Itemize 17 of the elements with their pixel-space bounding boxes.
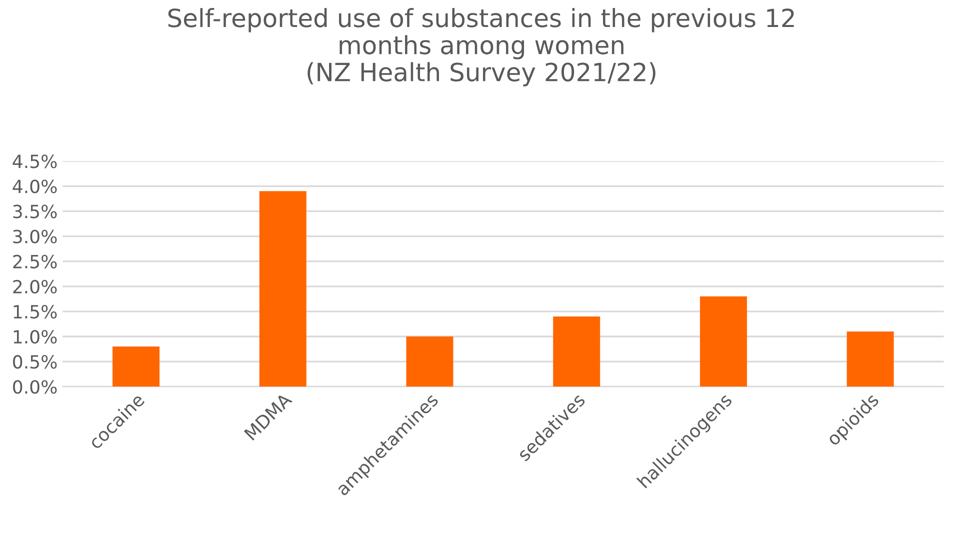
y-tick-label: 2.0%: [13, 280, 57, 294]
y-tick-label: 3.0%: [13, 230, 57, 244]
y-tick-label: 1.5%: [14, 304, 57, 319]
bar: [406, 336, 454, 387]
bar: [112, 346, 160, 387]
y-tick-label: 2.5%: [13, 254, 57, 268]
bar: [700, 296, 747, 387]
y-tick-label: 4.5%: [12, 154, 57, 168]
chart-title: Self-reported use of substances in the previous 12 months among women (NZ Health Survey 2021/22): [168, 8, 794, 86]
y-tick-label: 1.0%: [14, 330, 57, 344]
y-tick-label: 4.0%: [12, 180, 57, 194]
y-tick-label: 3.5%: [13, 204, 57, 218]
bar: [846, 332, 894, 387]
bar: [259, 191, 306, 387]
bar: [553, 316, 600, 387]
y-tick-label: 0.5%: [13, 355, 57, 369]
y-tick-label: 0.0%: [13, 380, 57, 394]
